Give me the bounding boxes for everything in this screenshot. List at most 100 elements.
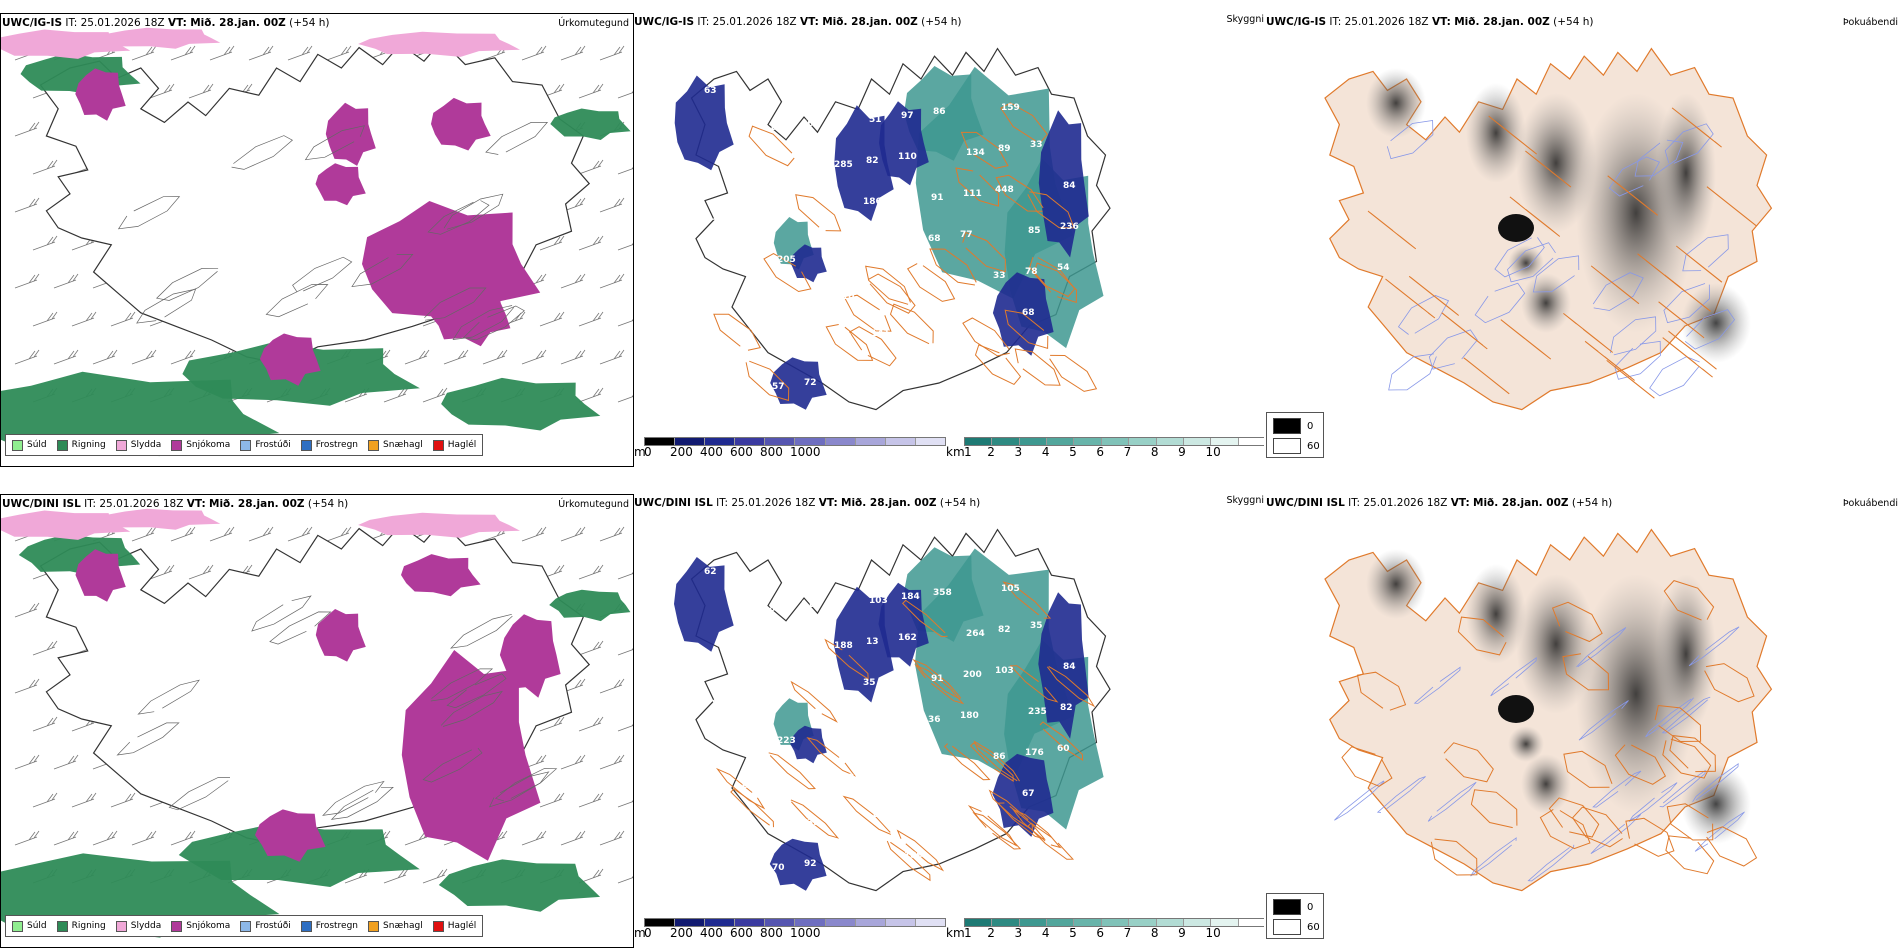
legend-item-slydda: Slydda <box>115 920 161 932</box>
wind-barb <box>617 90 633 99</box>
river-line <box>1474 282 1526 324</box>
wind-barb <box>209 45 235 61</box>
road-line <box>443 193 504 230</box>
wind-barb <box>539 311 565 327</box>
road-line <box>1029 256 1076 298</box>
visibility-value: 66 <box>936 366 949 376</box>
legend-item-sudl: Súld <box>12 439 47 451</box>
colorbar-tick: 1000 <box>790 445 821 459</box>
visibility-value: 77 <box>960 230 973 240</box>
road-line <box>806 737 857 777</box>
precip-map <box>1 27 633 457</box>
colorbar-cell <box>675 919 706 926</box>
wind-barb <box>188 83 214 99</box>
fog-area <box>1656 93 1716 253</box>
colorbar-cell <box>1211 919 1239 926</box>
wind-barb <box>578 640 604 656</box>
colorbar-tick: 6 <box>1096 926 1104 940</box>
road-line <box>1663 580 1715 621</box>
low-ceiling-area <box>770 357 827 410</box>
sleet-area <box>1 510 131 540</box>
road-line <box>912 658 962 700</box>
legend-swatch <box>171 439 183 451</box>
colorbar-cell <box>795 919 826 926</box>
visibility-value: 103 <box>869 596 888 606</box>
road-line <box>422 747 483 783</box>
wind-barb <box>560 45 586 61</box>
visibility-value: 81 <box>769 604 782 614</box>
snow-area <box>75 549 126 602</box>
colorbar-cell <box>1183 919 1212 926</box>
visibility-value: 82 <box>998 625 1011 635</box>
legend-swatch <box>368 439 380 451</box>
rain-area <box>441 377 601 431</box>
wind-barb <box>53 830 79 846</box>
road-line <box>137 679 200 715</box>
fog-legend: 0 60 <box>1266 412 1324 458</box>
visibility-value: 184 <box>901 592 920 602</box>
colorbar-cell <box>1129 438 1157 445</box>
colorbar-cell <box>1238 438 1264 445</box>
low-ceiling-area <box>1038 110 1089 258</box>
fog-area <box>1521 754 1571 814</box>
fog-area <box>1521 273 1571 333</box>
river-line <box>1592 770 1642 808</box>
snow-area <box>401 650 541 861</box>
visibility-value: 13 <box>866 637 879 647</box>
river-line <box>1578 700 1629 741</box>
visibility-value: 186 <box>863 197 882 207</box>
river-line <box>1661 696 1711 734</box>
wind-barb <box>539 792 565 808</box>
wind-barb <box>131 349 157 365</box>
wind-barb <box>443 349 469 365</box>
colorbar-cell <box>1211 438 1239 445</box>
visibility-value: 97 <box>901 111 914 121</box>
fog-map <box>1324 528 1773 892</box>
colorbar-tick: 0 <box>644 445 652 459</box>
road-line <box>450 613 513 649</box>
river-line <box>1694 811 1745 852</box>
fog-legend-row: 60 <box>1273 919 1320 935</box>
visibility-value: 236 <box>1060 222 1079 232</box>
visibility-panel-bottom: UWC/DINI ISL IT: 25.01.2026 18Z VT: Mið.… <box>634 494 1264 946</box>
visibility-value: 111 <box>963 189 982 199</box>
river-line <box>1532 255 1580 293</box>
visibility-value: 110 <box>898 152 917 162</box>
road-line <box>969 742 1014 783</box>
wind-barb <box>560 349 586 365</box>
visibility-value: 84 <box>1063 181 1076 191</box>
colorbar-tick: 8 <box>1150 926 1159 940</box>
road-line <box>424 287 487 321</box>
wind-barb <box>326 45 352 61</box>
vis-colorbar <box>964 437 1264 446</box>
colorbar-cell <box>1047 438 1075 445</box>
visibility-value: 113 <box>839 814 858 824</box>
panel-type-label: Úrkomutegund <box>558 499 629 510</box>
wind-barb <box>521 45 547 61</box>
road-line <box>1665 835 1715 875</box>
road-line <box>251 595 312 632</box>
wind-barb <box>521 349 547 365</box>
visibility-value: 223 <box>777 736 796 746</box>
legend-swatch <box>300 439 312 451</box>
colorbar-cell <box>1156 919 1184 926</box>
road-line <box>825 324 874 361</box>
wind-barb <box>578 159 604 175</box>
colorbar-cell <box>825 919 856 926</box>
road-line <box>168 777 230 811</box>
colorbar-tick: 5 <box>1069 926 1077 940</box>
low-ceiling-area <box>769 838 827 891</box>
visibility-value: 180 <box>960 711 979 721</box>
road-line <box>795 194 842 232</box>
visibility-value: 115 <box>774 777 793 787</box>
fog-panel-top: UWC/IG-IS IT: 25.01.2026 18Z VT: Mið. 28… <box>1266 13 1900 465</box>
road-line <box>1049 354 1098 392</box>
rain-area <box>438 859 601 912</box>
snow-area <box>499 614 561 698</box>
visibility-value: 67 <box>839 333 852 343</box>
river-line <box>1413 666 1461 704</box>
wind-barb <box>617 318 633 327</box>
wind-barb <box>578 311 604 327</box>
road-line <box>155 267 219 301</box>
road-line <box>962 317 1010 357</box>
